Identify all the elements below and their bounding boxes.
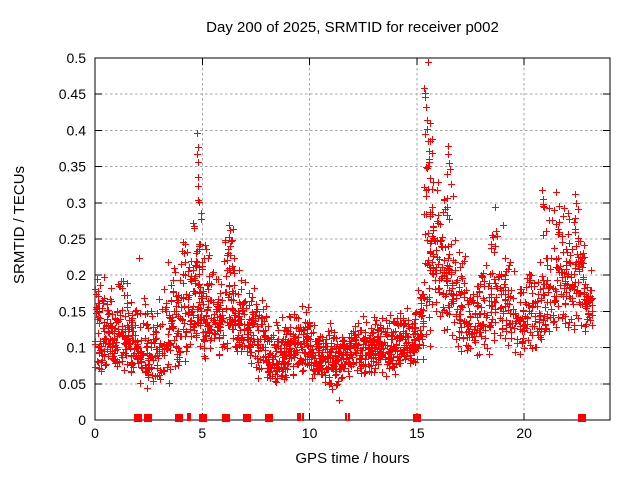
scatter-points [92,59,596,404]
x-axis-title: GPS time / hours [295,450,410,467]
svg-text:0.4: 0.4 [67,122,87,138]
svg-text:5: 5 [198,425,206,441]
svg-text:0.45: 0.45 [59,86,86,102]
svg-text:0.05: 0.05 [59,376,86,392]
svg-text:0.35: 0.35 [59,159,86,175]
svg-text:10: 10 [302,425,318,441]
y-tick-labels: 0 0.05 0.1 0.15 0.2 0.25 0.3 0.35 0.4 0.45 0.5 [59,50,86,428]
svg-text:0.2: 0.2 [67,267,87,283]
svg-text:0: 0 [78,412,86,428]
zero-flag-markers [134,413,586,422]
gridlines [95,58,610,420]
svg-text:0.25: 0.25 [59,231,86,247]
svg-text:0.3: 0.3 [67,195,87,211]
svg-text:0.5: 0.5 [67,50,87,66]
chart-title: Day 200 of 2025, SRMTID for receiver p00… [206,19,499,36]
x-tick-labels: 0 5 10 15 20 [91,425,532,441]
y-axis-title: SRMTID / TECUs [11,165,28,284]
svg-text:0: 0 [91,425,99,441]
svg-text:0.1: 0.1 [67,340,87,356]
svg-text:20: 20 [516,425,532,441]
svg-text:15: 15 [409,425,425,441]
svg-text:0.15: 0.15 [59,303,86,319]
